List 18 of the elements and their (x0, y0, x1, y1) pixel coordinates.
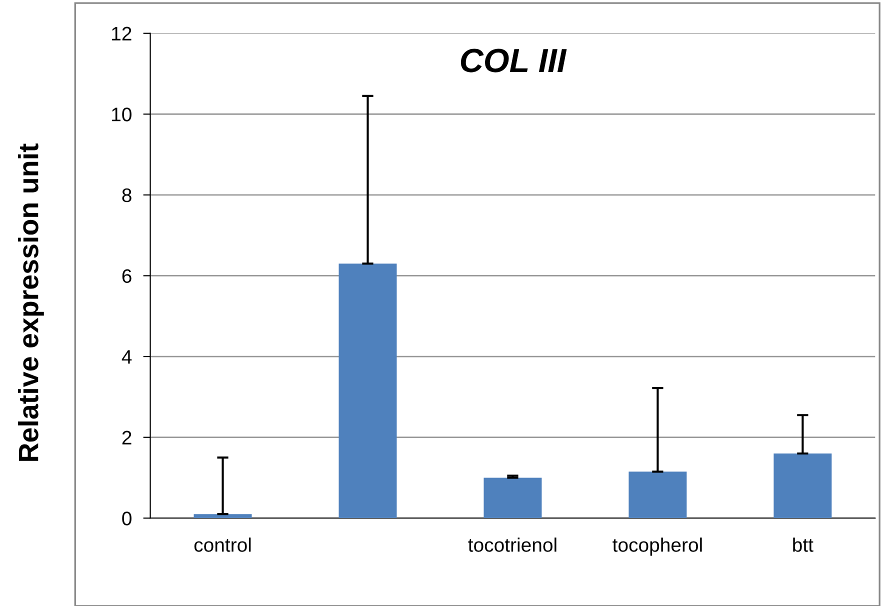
y-tick-label: 4 (122, 350, 132, 364)
y-tick-label: 10 (112, 108, 132, 122)
x-tick-label: control (194, 538, 251, 552)
chart-title: COL III (460, 48, 567, 72)
y-tick-label: 8 (122, 188, 132, 202)
bar (194, 514, 252, 518)
x-tick-label: btt (793, 538, 814, 552)
bar (628, 472, 687, 518)
x-tick-label: tocotrienol (468, 538, 556, 552)
y-tick-label: 2 (122, 430, 132, 444)
x-tick-label: tocopherol (612, 538, 702, 556)
y-axis-title: Relative expression unit (18, 144, 44, 461)
bar (774, 453, 832, 518)
y-tick-label: 0 (122, 512, 132, 526)
bar (484, 478, 542, 518)
bar (338, 264, 397, 518)
y-tick-label: 6 (122, 269, 132, 283)
y-tick-label: 12 (112, 26, 132, 40)
